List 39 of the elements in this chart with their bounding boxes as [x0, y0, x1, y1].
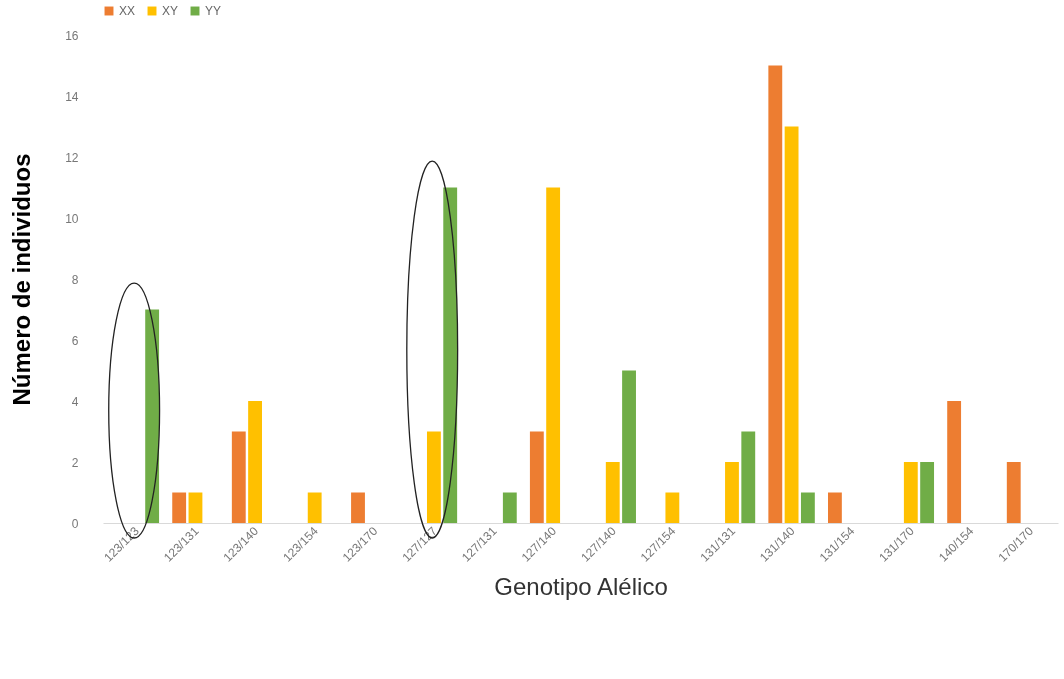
- bar: [800, 492, 815, 523]
- bar: [426, 431, 441, 523]
- bar: [502, 492, 517, 523]
- bar: [947, 401, 962, 523]
- bar: [784, 126, 799, 523]
- y-tick-label: 16: [65, 28, 79, 43]
- bar: [725, 462, 739, 523]
- legend-label: XX: [119, 4, 136, 18]
- y-tick-label: 10: [65, 211, 79, 226]
- bar: [188, 492, 203, 523]
- bar: [248, 401, 262, 523]
- bar: [622, 370, 636, 523]
- bar: [741, 431, 756, 523]
- y-tick-label: 4: [71, 394, 79, 409]
- bar: [827, 492, 842, 523]
- bar: [307, 492, 322, 523]
- y-tick-label: 12: [65, 150, 79, 165]
- bar: [1006, 462, 1021, 523]
- bar: [145, 309, 160, 523]
- bar: [172, 492, 187, 523]
- x-axis-title: Genotipo Alélico: [494, 572, 668, 600]
- bar: [443, 187, 458, 523]
- bar: [768, 65, 783, 523]
- bar: [529, 431, 544, 523]
- legend-label: YY: [205, 4, 222, 18]
- bar: [605, 462, 620, 523]
- bar: [351, 492, 365, 523]
- y-tick-label: 0: [71, 516, 79, 531]
- y-tick-label: 14: [65, 89, 79, 104]
- bar: [903, 462, 918, 523]
- bar: [546, 187, 561, 523]
- bar: [665, 492, 680, 523]
- bar: [920, 462, 935, 523]
- y-tick-label: 6: [71, 333, 79, 348]
- bar: [231, 431, 246, 523]
- y-axis-title: Número de individuos: [8, 153, 36, 406]
- legend-label: XY: [162, 4, 179, 18]
- y-tick-label: 8: [71, 272, 79, 287]
- y-tick-label: 2: [71, 455, 79, 470]
